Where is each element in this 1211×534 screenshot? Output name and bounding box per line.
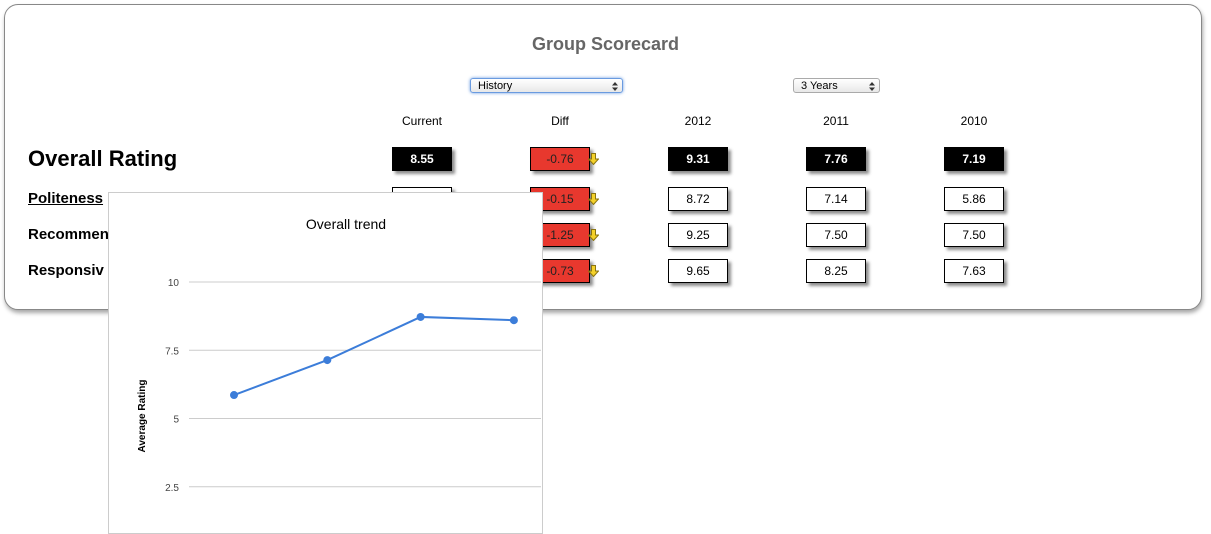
trend-line	[233, 315, 514, 396]
column-header: Current	[401, 114, 442, 128]
select-arrows	[612, 82, 618, 91]
column-header: Diff	[551, 114, 569, 128]
row-label: Politeness	[28, 190, 104, 207]
chart-title: Overall trend	[306, 216, 386, 232]
down-arrow	[588, 229, 599, 241]
data-point	[509, 316, 518, 325]
range-select[interactable]: 3 Years	[793, 78, 880, 93]
trend-chart-popup: Overall trend Average Rating 2.5 5 7.5 10	[108, 192, 543, 534]
score-cell: 9.31	[668, 147, 728, 171]
score-cell: -0.76	[530, 147, 590, 171]
column-header: 2012	[684, 114, 712, 128]
column-header: 2011	[823, 114, 849, 128]
data-point	[416, 312, 425, 321]
view-select-text: History	[478, 80, 513, 92]
score-cell: 7.19	[944, 147, 1004, 171]
down-arrow	[588, 265, 599, 277]
score-cell: 8.72	[668, 187, 728, 211]
y-tick-label: 2.5	[165, 483, 179, 494]
data-point	[230, 391, 238, 400]
down-arrow	[588, 193, 599, 205]
row-label: Responsiv	[28, 262, 104, 279]
select-arrows	[869, 82, 875, 91]
row-label: Recommen	[28, 226, 109, 243]
score-cell: 8.25	[806, 259, 866, 283]
page-title: Group Scorecard	[531, 34, 680, 54]
y-axis-label: Average Rating	[137, 380, 148, 453]
down-arrow	[588, 153, 599, 165]
range-select-text: 3 Years	[801, 80, 838, 92]
score-cell: 7.76	[806, 147, 866, 171]
chart: Overall trend Average Rating 2.5 5 7.5 10	[137, 216, 541, 494]
y-tick-label: 10	[168, 278, 180, 289]
score-cell: 7.50	[944, 223, 1004, 247]
view-select[interactable]: History	[470, 78, 623, 93]
score-cell: 7.50	[806, 223, 866, 247]
column-header: 2010	[960, 114, 988, 128]
data-point	[323, 356, 332, 365]
score-cell: 8.55	[392, 147, 452, 171]
score-cell: 7.63	[944, 259, 1004, 283]
y-tick-label: 7.5	[165, 346, 179, 357]
score-cell: 7.14	[806, 187, 866, 211]
score-cell: 5.86	[944, 187, 1004, 211]
y-tick-label: 5	[173, 415, 179, 426]
row-label: Overall Rating	[28, 146, 178, 171]
score-cell: 9.25	[668, 223, 728, 247]
score-cell: 9.65	[668, 259, 728, 283]
